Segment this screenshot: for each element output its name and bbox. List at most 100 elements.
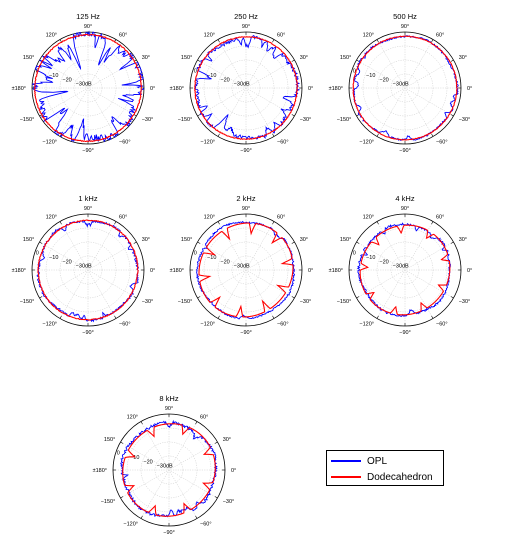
angle-tick-label: 150° <box>23 237 34 243</box>
angle-tick <box>39 296 43 299</box>
angle-tick-label: ±180° <box>12 86 26 92</box>
angle-tick-label: 60° <box>119 214 127 220</box>
angle-tick-label: −150° <box>20 299 35 305</box>
series-line-dodecahedron <box>198 222 294 318</box>
series-line-dodecahedron <box>193 36 298 140</box>
angle-tick-label: ±180° <box>329 86 343 92</box>
radial-tick-label: −10 <box>207 73 216 79</box>
angle-tick <box>272 221 275 225</box>
angle-tick-label: 0° <box>150 268 155 274</box>
legend-swatch-opl <box>331 460 361 462</box>
polar-panel-5: 4 kHz 0° 30° 60° 90° 120° 150° ±180° −150° −120° −… <box>329 194 473 336</box>
angle-tick-label: 0° <box>308 268 313 274</box>
angle-tick-label: −90° <box>82 148 94 154</box>
angle-tick-label: −150° <box>337 117 352 123</box>
radial-tick-label: 0 <box>353 251 356 257</box>
radial-tick-label: −20 <box>62 259 71 265</box>
radial-tick-label: 0 <box>36 251 39 257</box>
angle-tick-label: −120° <box>359 322 374 328</box>
angle-tick-label: 150° <box>340 55 351 61</box>
panel-title: 500 Hz <box>393 12 417 21</box>
angle-tick-label: 60° <box>436 214 444 220</box>
panel-title: 125 Hz <box>76 12 100 21</box>
radial-tick-label: −20 <box>62 77 71 83</box>
angle-tick-label: 120° <box>363 32 374 38</box>
angle-tick-label: −60° <box>277 140 289 146</box>
angle-tick-label: 60° <box>200 414 208 420</box>
series-line-dodecahedron <box>33 33 142 143</box>
angle-tick-label: 30° <box>142 55 150 61</box>
angle-tick-label: −90° <box>399 330 411 336</box>
angle-tick <box>376 221 379 225</box>
angle-tick <box>450 114 454 117</box>
legend-swatch-dodecahedron <box>331 476 361 478</box>
legend-entry-opl: OPL <box>331 453 387 469</box>
angle-tick <box>133 241 137 244</box>
angle-tick-label: 90° <box>242 24 250 30</box>
angle-tick <box>291 59 295 62</box>
angle-tick-label: 60° <box>119 32 127 38</box>
radial-tick-label: −30dB <box>393 264 409 270</box>
angle-tick <box>356 241 360 244</box>
angle-tick-label: ±180° <box>329 268 343 274</box>
angle-tick-label: −60° <box>277 322 289 328</box>
angle-tick-label: 0° <box>150 86 155 92</box>
legend-label-opl: OPL <box>367 455 388 467</box>
radial-tick-label: −30dB <box>234 82 250 88</box>
angle-tick <box>217 39 220 43</box>
radial-tick-label: −20 <box>220 77 229 83</box>
series-line-dodecahedron <box>37 219 139 321</box>
angle-tick <box>195 515 198 519</box>
angle-tick <box>431 39 434 43</box>
angle-tick-label: 120° <box>46 32 57 38</box>
angle-tick <box>376 133 379 137</box>
angle-tick <box>450 241 454 244</box>
radial-tick-label: 0 <box>194 251 197 257</box>
angle-tick <box>376 315 379 319</box>
radial-tick-label: −20 <box>220 259 229 265</box>
angle-tick <box>217 133 220 137</box>
radial-tick-label: −10 <box>49 255 58 261</box>
angle-tick <box>291 296 295 299</box>
grid-ring-2 <box>362 45 448 131</box>
angle-tick-label: 90° <box>401 206 409 212</box>
angle-tick <box>272 39 275 43</box>
angle-tick-label: −150° <box>178 299 193 305</box>
angle-tick-label: −150° <box>337 299 352 305</box>
legend-label-dodecahedron: Dodecahedron <box>367 471 433 483</box>
angle-tick-label: −60° <box>200 522 212 528</box>
polar-panel-2: 500 Hz 0° 30° 60° 90° 120° 150° ±180° −150° −120°… <box>329 12 473 154</box>
angle-tick-label: −60° <box>436 322 448 328</box>
angle-tick-label: −120° <box>200 140 215 146</box>
angle-tick-label: −90° <box>163 530 175 536</box>
radial-tick-label: −10 <box>130 455 139 461</box>
angle-tick <box>197 59 201 62</box>
radial-tick-label: −10 <box>366 255 375 261</box>
angle-tick <box>133 296 137 299</box>
angle-tick <box>120 496 124 499</box>
angle-tick-label: −60° <box>119 140 131 146</box>
panel-title: 1 kHz <box>78 194 97 203</box>
radial-tick-label: −20 <box>379 259 388 265</box>
angle-tick-label: −30° <box>142 299 154 305</box>
angle-tick-label: 150° <box>104 437 115 443</box>
angle-tick <box>450 296 454 299</box>
angle-tick-label: −150° <box>101 499 116 505</box>
series-line-dodecahedron <box>122 423 216 517</box>
angle-tick-label: 30° <box>459 55 467 61</box>
angle-tick-label: −90° <box>399 148 411 154</box>
angle-tick <box>356 296 360 299</box>
angle-tick-label: 60° <box>277 32 285 38</box>
radial-tick-label: −30dB <box>234 264 250 270</box>
grid-ring-2 <box>45 45 131 131</box>
angle-tick-label: 30° <box>142 237 150 243</box>
angle-tick-label: −30° <box>459 117 471 123</box>
angle-tick-label: −120° <box>200 322 215 328</box>
angle-tick <box>450 59 454 62</box>
angle-tick <box>431 133 434 137</box>
panel-title: 8 kHz <box>159 394 178 403</box>
angle-tick-label: 120° <box>46 214 57 220</box>
angle-tick-label: 120° <box>204 32 215 38</box>
angle-tick <box>291 114 295 117</box>
angle-tick <box>431 221 434 225</box>
